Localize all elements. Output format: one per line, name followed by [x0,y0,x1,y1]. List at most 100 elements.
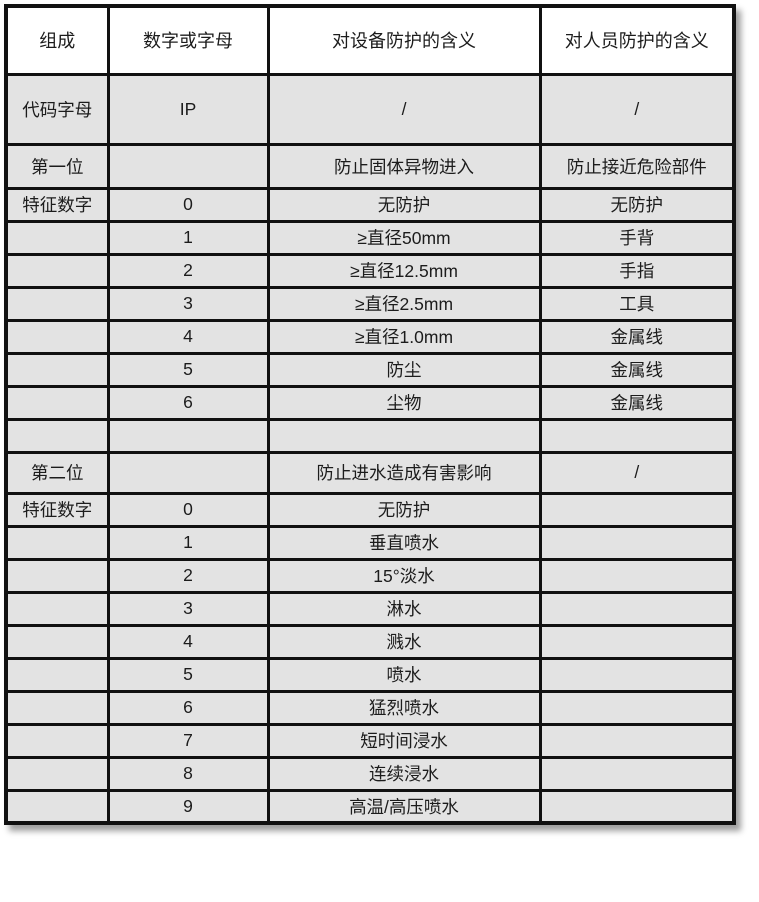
table-cell: 金属线 [538,351,736,388]
table-cell [4,755,110,792]
table-body: 代码字母 IP / / 第一位 防止固体异物进入 防止接近危险部件 特征数字 0 无防护 无防护 1 ≥… [4,72,736,825]
table-cell [538,623,736,660]
table-cell: 4 [106,318,270,355]
table-cell: 手指 [538,252,736,289]
table-cell [538,656,736,693]
table-cell: 0 [106,186,270,223]
table-cell: 6 [106,689,270,726]
table-cell [4,524,110,561]
table-row [4,417,736,454]
table-cell: 5 [106,351,270,388]
table-row: 1 垂直喷水 [4,524,736,561]
table-cell [4,384,110,421]
table-cell: 15°淡水 [266,557,542,594]
table-cell [4,252,110,289]
table-row: 4 ≥直径1.0mm 金属线 [4,318,736,355]
table-row: 特征数字 0 无防护 [4,491,736,528]
table-cell: 无防护 [266,491,542,528]
table-cell: 特征数字 [4,186,110,223]
table-cell: 1 [106,524,270,561]
table-cell [538,689,736,726]
table-cell: 无防护 [266,186,542,223]
table-cell [538,491,736,528]
table-cell: 防止接近危险部件 [538,142,736,190]
table-row: 2 15°淡水 [4,557,736,594]
table-cell: 4 [106,623,270,660]
table-cell: 1 [106,219,270,256]
table-cell: 淋水 [266,590,542,627]
table-cell: IP [106,72,270,146]
table-cell: 无防护 [538,186,736,223]
table-row: 特征数字 0 无防护 无防护 [4,186,736,223]
table-cell: 连续浸水 [266,755,542,792]
table-cell: 9 [106,788,270,825]
table-cell: 特征数字 [4,491,110,528]
table-row: 9 高温/高压喷水 [4,788,736,825]
table-cell: 猛烈喷水 [266,689,542,726]
col-header-digit-or-letter: 数字或字母 [106,4,270,76]
table-cell [4,285,110,322]
table-row: 8 连续浸水 [4,755,736,792]
table-cell [538,590,736,627]
table-cell: 2 [106,252,270,289]
table-cell [4,557,110,594]
table-cell: 尘物 [266,384,542,421]
table-cell: / [538,72,736,146]
table-cell: 防止进水造成有害影响 [266,450,542,495]
table-cell: 6 [106,384,270,421]
table-cell [538,755,736,792]
table-cell: 第二位 [4,450,110,495]
table-cell [538,722,736,759]
table-cell [106,142,270,190]
table-cell: / [538,450,736,495]
table-row: 7 短时间浸水 [4,722,736,759]
col-header-personnel-protection: 对人员防护的含义 [538,4,736,76]
table-row: 第二位 防止进水造成有害影响 / [4,450,736,495]
table-row: 6 尘物 金属线 [4,384,736,421]
table-cell: 0 [106,491,270,528]
table-cell: ≥直径50mm [266,219,542,256]
table-cell [538,788,736,825]
table-cell: 5 [106,656,270,693]
table-cell: 高温/高压喷水 [266,788,542,825]
table-row: 2 ≥直径12.5mm 手指 [4,252,736,289]
table-row: 6 猛烈喷水 [4,689,736,726]
table-cell [4,788,110,825]
table-cell: 3 [106,285,270,322]
table-cell: 7 [106,722,270,759]
table-cell [4,590,110,627]
ip-rating-table: 组成 数字或字母 对设备防护的含义 对人员防护的含义 代码字母 IP / / 第一位 防止… [4,4,736,825]
table-cell: 3 [106,590,270,627]
table-cell [538,557,736,594]
table-cell: 手背 [538,219,736,256]
table-cell: 代码字母 [4,72,110,146]
table-cell: ≥直径2.5mm [266,285,542,322]
table-row: 第一位 防止固体异物进入 防止接近危险部件 [4,142,736,190]
table-cell [106,417,270,454]
table-cell [4,656,110,693]
table-header: 组成 数字或字母 对设备防护的含义 对人员防护的含义 [4,4,736,76]
table-row: 5 喷水 [4,656,736,693]
table-cell [266,417,542,454]
table-cell [4,351,110,388]
table-cell: 工具 [538,285,736,322]
table-cell [4,318,110,355]
table-row: 1 ≥直径50mm 手背 [4,219,736,256]
table-cell [4,417,110,454]
table-cell: 喷水 [266,656,542,693]
header-row: 组成 数字或字母 对设备防护的含义 对人员防护的含义 [4,4,736,76]
table-cell [4,623,110,660]
table-cell: 溅水 [266,623,542,660]
table-cell: 防止固体异物进入 [266,142,542,190]
table-cell [106,450,270,495]
table-cell: 垂直喷水 [266,524,542,561]
table-cell: 2 [106,557,270,594]
table-cell: / [266,72,542,146]
table-cell: 防尘 [266,351,542,388]
table-cell [4,722,110,759]
table-cell: 第一位 [4,142,110,190]
table-cell [4,689,110,726]
table-cell [538,417,736,454]
col-header-composition: 组成 [4,4,110,76]
